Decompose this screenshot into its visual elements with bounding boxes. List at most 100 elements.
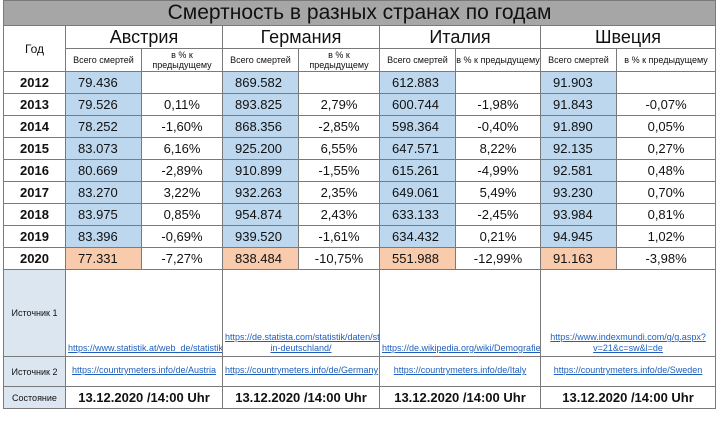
pct-change-cell: 6,55% (298, 137, 380, 160)
mortality-table: Смертность в разных странах по годам Год… (2, 0, 717, 409)
pct-change-cell: 2,35% (298, 181, 380, 204)
pct-change-cell: 3,22% (141, 181, 223, 204)
table-row: 2013 79.526 0,11% 893.825 2,79% 600.744 -1,98%… (3, 93, 717, 116)
deaths-value-cell: 869.582 (222, 71, 299, 94)
year-cell: 2013 (3, 93, 66, 116)
deaths-value-cell: 551.988 (379, 247, 456, 270)
source2-link-germany[interactable]: https://countrymeters.info/de/Germany (222, 356, 380, 387)
pct-change-cell: 5,49% (455, 181, 541, 204)
pct-change-cell: -2,89% (141, 159, 223, 182)
table-row: 2020 77.331 -7,27% 838.484 -10,75% 551.988 -12… (3, 247, 717, 270)
pct-change-cell: 0,11% (141, 93, 223, 116)
source1-label: Источник 1 (3, 269, 66, 357)
source1-link-sweden[interactable]: https://www.indexmundi.com/g/g.aspx?v=21… (539, 269, 717, 357)
total-deaths-header: Всего смертей (379, 48, 456, 72)
pct-change-cell (615, 71, 717, 94)
pct-change-cell: 2,79% (298, 93, 380, 116)
pct-change-cell: 0,05% (615, 115, 717, 138)
pct-change-cell: -2,45% (455, 203, 541, 226)
pct-change-cell: -0,69% (141, 225, 223, 248)
deaths-value-cell: 93.230 (540, 181, 617, 204)
pct-change-cell: 0,85% (141, 203, 223, 226)
pct-change-cell: 0,70% (615, 181, 717, 204)
pct-change-header: в % к предыдущему (615, 48, 717, 72)
year-cell: 2017 (3, 181, 66, 204)
year-cell: 2012 (3, 71, 66, 94)
pct-change-cell: -2,85% (298, 115, 380, 138)
pct-change-cell: 2,43% (298, 203, 380, 226)
pct-change-cell: -12,99% (455, 247, 541, 270)
total-deaths-header: Всего смертей (540, 48, 617, 72)
country-italy: Италия (379, 25, 541, 49)
pct-change-cell: -1,55% (298, 159, 380, 182)
state-austria: 13.12.2020 /14:00 Uhr (65, 386, 223, 409)
table-row: 2014 78.252 -1,60% 868.356 -2,85% 598.364 -0,4… (3, 115, 717, 138)
pct-change-cell: -0,40% (455, 115, 541, 138)
source1-link-austria[interactable]: https://www.statistik.at/web_de/statisti… (65, 269, 223, 357)
deaths-value-cell: 78.252 (65, 115, 142, 138)
deaths-value-cell: 91.903 (540, 71, 617, 94)
pct-change-header: в % к предыдущему (141, 48, 223, 72)
source1-link-italy[interactable]: https://de.wikipedia.org/wiki/Demografie… (379, 269, 541, 357)
state-germany: 13.12.2020 /14:00 Uhr (222, 386, 380, 409)
deaths-value-cell: 79.436 (65, 71, 142, 94)
deaths-value-cell: 94.945 (540, 225, 617, 248)
table-row: 2015 83.073 6,16% 925.200 6,55% 647.571 8,22% 9… (3, 137, 717, 160)
deaths-value-cell: 93.984 (540, 203, 617, 226)
pct-change-cell (455, 71, 541, 94)
deaths-value-cell: 80.669 (65, 159, 142, 182)
pct-change-cell: 1,02% (615, 225, 717, 248)
pct-change-cell: 0,48% (615, 159, 717, 182)
deaths-value-cell: 893.825 (222, 93, 299, 116)
deaths-value-cell: 939.520 (222, 225, 299, 248)
year-cell: 2019 (3, 225, 66, 248)
pct-change-cell: -1,98% (455, 93, 541, 116)
source2-link-sweden[interactable]: https://countrymeters.info/de/Sweden (539, 356, 717, 387)
source1-link-germany[interactable]: https://de.statista.com/statistik/daten/… (222, 269, 380, 357)
deaths-value-cell: 91.163 (540, 247, 617, 270)
deaths-value-cell: 77.331 (65, 247, 142, 270)
deaths-value-cell: 868.356 (222, 115, 299, 138)
subheader-row: Всего смертей в % к предыдущему Всего смер… (4, 48, 717, 72)
table-row: 2017 83.270 3,22% 932.263 2,35% 649.061 5,49% 9… (3, 181, 717, 204)
pct-change-cell: 0,21% (455, 225, 541, 248)
pct-change-cell: 8,22% (455, 137, 541, 160)
deaths-value-cell: 634.432 (379, 225, 456, 248)
pct-change-cell (298, 71, 380, 94)
source2-link-italy[interactable]: https://countrymeters.info/de/Italy (379, 356, 541, 387)
table-row: 2019 83.396 -0,69% 939.520 -1,61% 634.432 0,21… (3, 225, 717, 248)
deaths-value-cell: 83.975 (65, 203, 142, 226)
deaths-value-cell: 83.270 (65, 181, 142, 204)
country-germany: Германия (222, 25, 380, 49)
deaths-value-cell: 91.890 (540, 115, 617, 138)
deaths-value-cell: 92.135 (540, 137, 617, 160)
deaths-value-cell: 838.484 (222, 247, 299, 270)
source2-link-austria[interactable]: https://countrymeters.info/de/Austria (65, 356, 223, 387)
deaths-value-cell: 612.883 (379, 71, 456, 94)
deaths-value-cell: 615.261 (379, 159, 456, 182)
year-cell: 2016 (3, 159, 66, 182)
pct-change-header: в % к предыдущему (455, 48, 541, 72)
state-italy: 13.12.2020 /14:00 Uhr (379, 386, 541, 409)
source2-label: Источник 2 (3, 356, 66, 387)
deaths-value-cell: 83.396 (65, 225, 142, 248)
year-cell: 2015 (3, 137, 66, 160)
pct-change-cell: -7,27% (141, 247, 223, 270)
table-title: Смертность в разных странах по годам (2, 0, 717, 26)
pct-change-cell: -1,60% (141, 115, 223, 138)
deaths-value-cell: 79.526 (65, 93, 142, 116)
state-sweden: 13.12.2020 /14:00 Uhr (539, 386, 717, 409)
deaths-value-cell: 91.843 (540, 93, 617, 116)
year-cell: 2014 (3, 115, 66, 138)
deaths-value-cell: 649.061 (379, 181, 456, 204)
pct-change-cell: 0,27% (615, 137, 717, 160)
pct-change-cell (141, 71, 223, 94)
year-cell: 2020 (3, 247, 66, 270)
deaths-value-cell: 910.899 (222, 159, 299, 182)
data-rows: 2012 79.436 869.582 612.883 91.903 2013 79.526… (3, 71, 717, 270)
deaths-value-cell: 598.364 (379, 115, 456, 138)
deaths-value-cell: 932.263 (222, 181, 299, 204)
deaths-value-cell: 633.133 (379, 203, 456, 226)
deaths-value-cell: 647.571 (379, 137, 456, 160)
country-sweden: Швеция (539, 25, 717, 49)
